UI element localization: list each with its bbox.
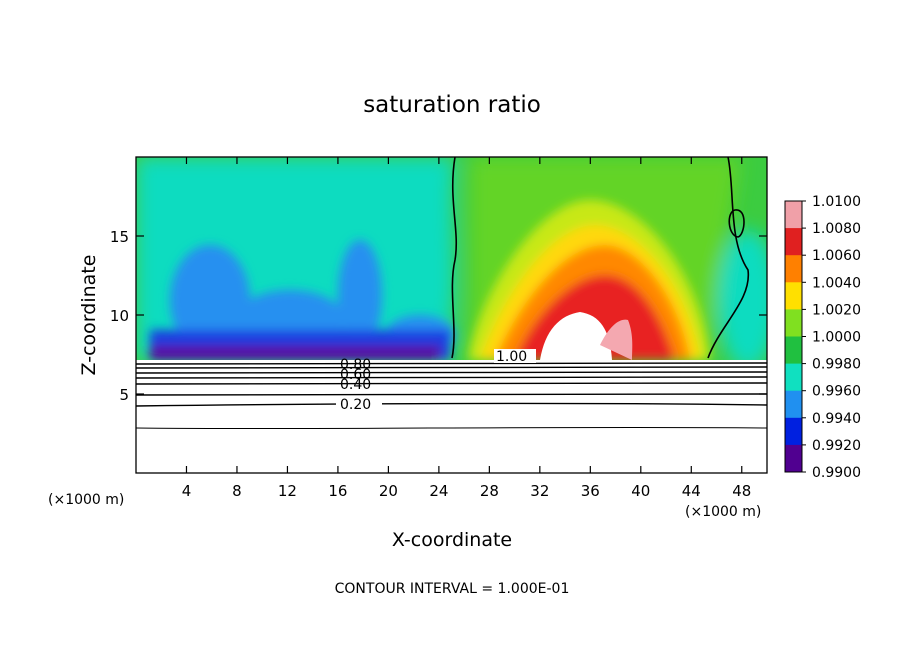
contour-label-0-60: 0.60 (340, 367, 371, 383)
y-axis: 5 10 15 (110, 228, 767, 404)
contour-label-1-00: 1.00 (496, 349, 527, 365)
colorbar: 1.0100 1.0080 1.0060 1.0040 1.0020 1.0000 0.99… (784, 194, 861, 481)
colorbar-swatch (785, 336, 802, 365)
colorbar-label: 1.0040 (812, 275, 861, 291)
colorbar-label: 0.9980 (812, 357, 861, 373)
colorbar-swatch (785, 363, 802, 392)
colorbar-label: 0.9940 (812, 411, 861, 427)
colorbar-swatch (785, 309, 802, 337)
contour-label-0-40: 0.40 (340, 377, 371, 393)
x-unit-label: (×1000 m) (48, 492, 124, 508)
x-tick-label: 44 (682, 482, 701, 500)
x-tick-label: 28 (480, 482, 499, 500)
x-tick-label: 4 (182, 482, 192, 500)
x-tick-label: 8 (232, 482, 242, 500)
x-tick-label: 48 (732, 482, 751, 500)
x-tick-label: 32 (530, 482, 549, 500)
colorbar-swatch (785, 417, 802, 446)
chart-title: saturation ratio (363, 92, 541, 118)
x-tick-label: 40 (631, 482, 650, 500)
contour-interval-footer: CONTOUR INTERVAL = 1.000E-01 (335, 581, 570, 597)
y-tick-label: 15 (110, 228, 129, 246)
contour-labels: 1.00 0.80 0.60 0.40 0.20 (336, 349, 536, 413)
colorbar-swatch (785, 444, 802, 473)
x-axis-title: X-coordinate (392, 529, 512, 551)
colorbar-swatch (785, 255, 802, 283)
y-tick-label: 10 (110, 307, 129, 325)
x-axis: 4 8 12 16 20 24 28 32 36 40 44 48 (182, 157, 751, 500)
plot-area (136, 157, 767, 473)
x-tick-label: 16 (328, 482, 347, 500)
colorbar-label: 1.0000 (812, 330, 861, 346)
x-tick-label: 20 (379, 482, 398, 500)
colorbar-swatch (785, 390, 802, 419)
colorbar-label: 0.9960 (812, 384, 861, 400)
colorbar-label: 0.9900 (812, 465, 861, 481)
x-tick-label: 36 (581, 482, 600, 500)
x-tick-label: 12 (278, 482, 297, 500)
x-tick-label: 24 (429, 482, 448, 500)
colorbar-swatch (785, 282, 802, 310)
colorbar-swatch (785, 201, 802, 229)
colorbar-label: 1.0020 (812, 302, 861, 318)
colorbar-label: 1.0100 (812, 194, 861, 210)
colorbar-swatch (785, 228, 802, 256)
colorbar-label: 1.0060 (812, 248, 861, 264)
x-unit-label-right: (×1000 m) (685, 504, 761, 520)
contour-label-0-80: 0.80 (340, 357, 371, 373)
colorbar-label: 1.0080 (812, 221, 861, 237)
contour-label-0-20: 0.20 (340, 397, 371, 413)
colorbar-label: 0.9920 (812, 438, 861, 454)
y-axis-title: Z-coordinate (78, 255, 100, 376)
y-tick-label: 5 (119, 386, 129, 404)
